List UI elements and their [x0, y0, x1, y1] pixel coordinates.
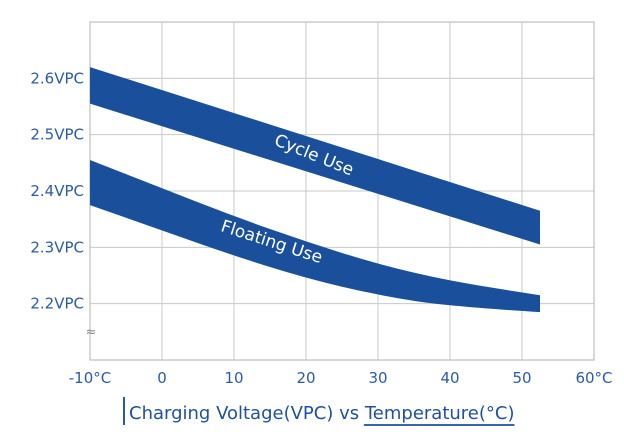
y-tick-label: 2.5VPC [30, 126, 84, 144]
series-bands [90, 67, 540, 313]
axis-break-symbol: ≈ [86, 325, 97, 340]
x-tick-label: 10 [224, 369, 243, 387]
chart-title-part-1: Charging Voltage(VPC) vs [129, 403, 365, 424]
title-accent-bar [123, 397, 125, 425]
chart-title-part-2: Temperature(°C) [364, 403, 515, 424]
chart-title-text: Charging Voltage(VPC) vs Temperature(°C) [129, 403, 515, 424]
x-tick-label: -10°C [69, 369, 111, 387]
x-tick-label: 60°C [575, 369, 612, 387]
x-tick-label: 40 [440, 369, 459, 387]
x-tick-label: 50 [512, 369, 531, 387]
x-tick-label: 0 [157, 369, 167, 387]
y-tick-label: 2.4VPC [30, 182, 84, 200]
x-tick-label: 30 [368, 369, 387, 387]
cycle-use-band [90, 67, 540, 245]
axis-ticks: -10°C 0 10 20 30 40 50 60°C 2.6VPC 2.5VPC 2.4VPC 2.… [30, 69, 612, 387]
y-tick-label: 2.6VPC [30, 69, 84, 87]
chart-title: Charging Voltage(VPC) vs Temperature(°C) [123, 397, 515, 426]
x-tick-label: 20 [296, 369, 315, 387]
y-tick-label: 2.2VPC [30, 295, 84, 313]
y-tick-label: 2.3VPC [30, 238, 84, 256]
floating-use-band [90, 160, 540, 313]
